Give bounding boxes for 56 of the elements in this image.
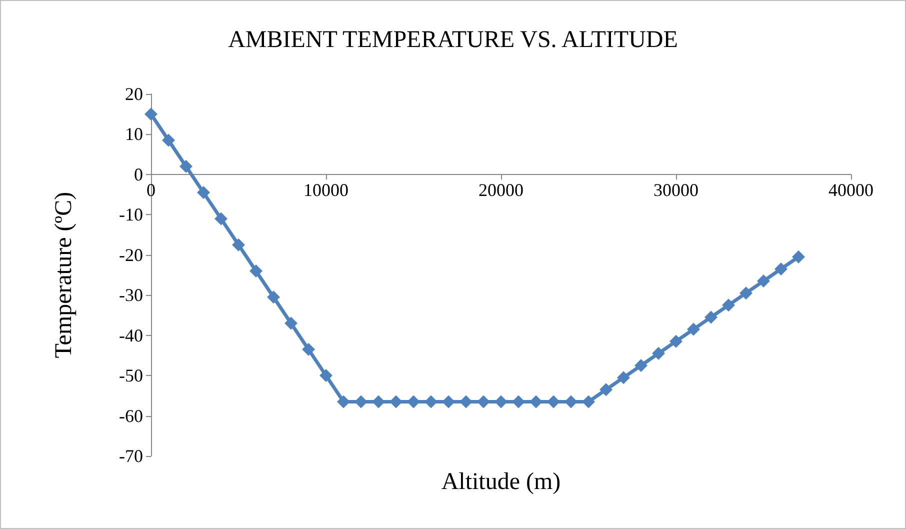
y-tick-label: -70 (119, 446, 143, 466)
point (267, 290, 280, 304)
point (302, 342, 315, 356)
point (530, 395, 542, 408)
point (670, 334, 682, 348)
y-tick-label: -40 (119, 325, 143, 346)
point (477, 395, 490, 408)
point (460, 395, 472, 408)
point (214, 212, 228, 226)
point (320, 369, 332, 382)
point (284, 316, 298, 330)
point (197, 186, 210, 200)
point (740, 286, 752, 300)
y-tick-label: 20 (125, 84, 143, 104)
point (547, 395, 560, 408)
point (564, 395, 578, 408)
point (757, 274, 770, 288)
x-tick-label: 10000 (304, 180, 348, 200)
chart-title: AMBIENT TEMPERATURE VS. ALTITUDE (228, 27, 678, 53)
point (494, 395, 508, 408)
point (600, 383, 612, 396)
point (390, 395, 402, 408)
point (337, 395, 350, 408)
point (424, 395, 438, 408)
point (687, 322, 700, 336)
point (512, 395, 525, 408)
point (372, 395, 385, 408)
x-tick-label: 0 (146, 180, 156, 200)
point (180, 160, 192, 173)
y-tick-label: 0 (134, 164, 143, 184)
point (407, 395, 420, 408)
x-tick-label: 40000 (828, 180, 874, 200)
y-tick-label: -20 (119, 244, 143, 265)
point (617, 371, 630, 384)
y-tick-label: -60 (119, 406, 143, 426)
y-axis-title: Temperature (ºC) (51, 192, 77, 358)
point (232, 238, 245, 252)
point (722, 298, 735, 312)
point (652, 346, 665, 360)
point (162, 134, 175, 147)
y-tick-label: -10 (119, 204, 143, 225)
point (774, 262, 788, 276)
point (442, 395, 455, 408)
x-tick-label: 30000 (654, 180, 698, 200)
point (634, 359, 648, 372)
y-tick-label: -50 (119, 366, 143, 386)
point (250, 264, 262, 278)
x-tick-label: 20000 (478, 180, 524, 200)
point (144, 108, 158, 121)
point (582, 395, 595, 408)
point (792, 250, 805, 264)
point (704, 310, 718, 324)
y-tick-label: 10 (125, 124, 143, 144)
y-tick-label: -30 (119, 285, 143, 306)
x-axis-title: Altitude (m) (441, 469, 561, 495)
point (354, 395, 368, 408)
